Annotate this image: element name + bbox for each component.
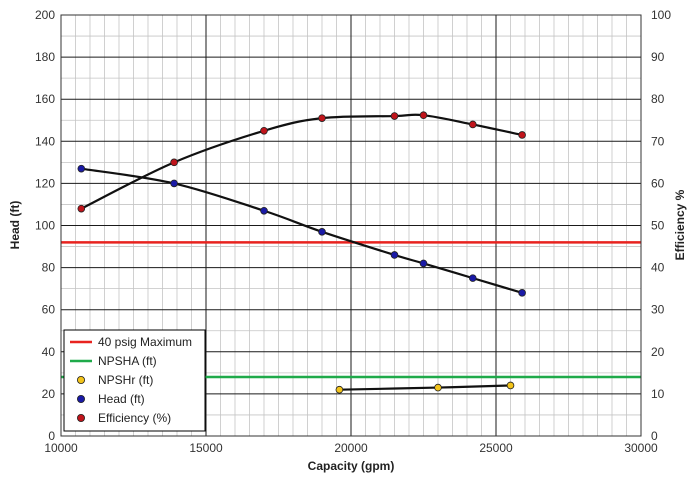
data-point-head-ft [318, 228, 326, 236]
y-tick-label: 120 [35, 176, 55, 190]
data-point-npshr-ft [335, 385, 344, 394]
data-point-efficiency [419, 111, 428, 119]
legend-label-40-psig-maximum: 40 psig Maximum [98, 335, 192, 349]
y2-tick-label: 90 [651, 50, 665, 64]
data-point-efficiency [260, 126, 268, 135]
x-tick-label: 25000 [479, 441, 513, 455]
y2-tick-label: 100 [651, 8, 671, 22]
data-point-head-ft [170, 179, 178, 188]
plot-frame [60, 14, 642, 437]
legend-label-npshr-ft: NPSHr (ft) [98, 373, 153, 387]
data-point-head-ft [77, 164, 86, 173]
y-tick-label: 100 [35, 219, 55, 233]
legend-label-head-ft: Head (ft) [98, 392, 145, 406]
x-axis-title: Capacity (gpm) [308, 459, 395, 473]
y2-tick-label: 40 [651, 261, 665, 275]
y-tick-label: 80 [42, 261, 56, 275]
data-point-head-ft [468, 274, 477, 282]
y2-tick-label: 50 [651, 219, 665, 233]
y-tick-label: 20 [42, 387, 56, 401]
y2-tick-label: 10 [651, 387, 665, 401]
legend-label-efficiency: Efficiency (%) [98, 411, 171, 425]
y2-tick-label: 80 [651, 92, 665, 106]
data-point-efficiency [77, 204, 86, 213]
y2-tick-label: 30 [651, 303, 665, 317]
y-tick-label: 200 [35, 8, 55, 22]
y-tick-label: 160 [35, 92, 55, 106]
data-point-efficiency [518, 131, 526, 139]
x-tick-label: 20000 [334, 441, 368, 455]
data-point-efficiency [318, 114, 326, 122]
y2-axis-title: Efficiency % [673, 189, 687, 260]
data-point-npshr-ft [434, 383, 442, 392]
y2-tick-label: 20 [651, 345, 665, 359]
legend-swatch-head-ft [77, 394, 86, 403]
data-point-head-ft [419, 259, 428, 268]
data-point-head-ft [260, 206, 268, 215]
data-point-efficiency [468, 120, 477, 129]
data-point-efficiency [390, 112, 399, 120]
y-tick-label: 0 [48, 429, 55, 443]
y2-tick-label: 0 [651, 429, 658, 443]
x-tick-label: 10000 [44, 441, 78, 455]
y-tick-label: 180 [35, 50, 55, 64]
legend-swatch-npshr-ft [77, 375, 86, 384]
y-tick-label: 40 [42, 345, 56, 359]
ticks-layer: 0 20 40 60 80 100 120 140 160 180 200 0 10 20 30 40 50 60… [35, 8, 671, 455]
legend-swatch-efficiency [77, 413, 86, 422]
data-point-head-ft [518, 289, 526, 297]
y2-tick-label: 70 [651, 134, 665, 148]
x-tick-label: 30000 [624, 441, 658, 455]
y-tick-label: 60 [42, 303, 56, 317]
x-tick-label: 15000 [189, 441, 223, 455]
data-point-efficiency [170, 158, 178, 167]
legend-items: 40 psig Maximum NPSHA (ft) NPSHr (ft) Head … [70, 335, 192, 425]
y-axis-title: Head (ft) [8, 201, 22, 250]
y-tick-label: 140 [35, 134, 55, 148]
data-point-npshr-ft [506, 381, 515, 390]
y2-tick-label: 60 [651, 176, 665, 190]
legend-label-npsha-ft: NPSHA (ft) [98, 354, 157, 368]
legend-box [63, 329, 206, 432]
legend: 40 psig Maximum NPSHA (ft) NPSHr (ft) Head … [63, 329, 206, 432]
data-point-head-ft [390, 251, 399, 259]
